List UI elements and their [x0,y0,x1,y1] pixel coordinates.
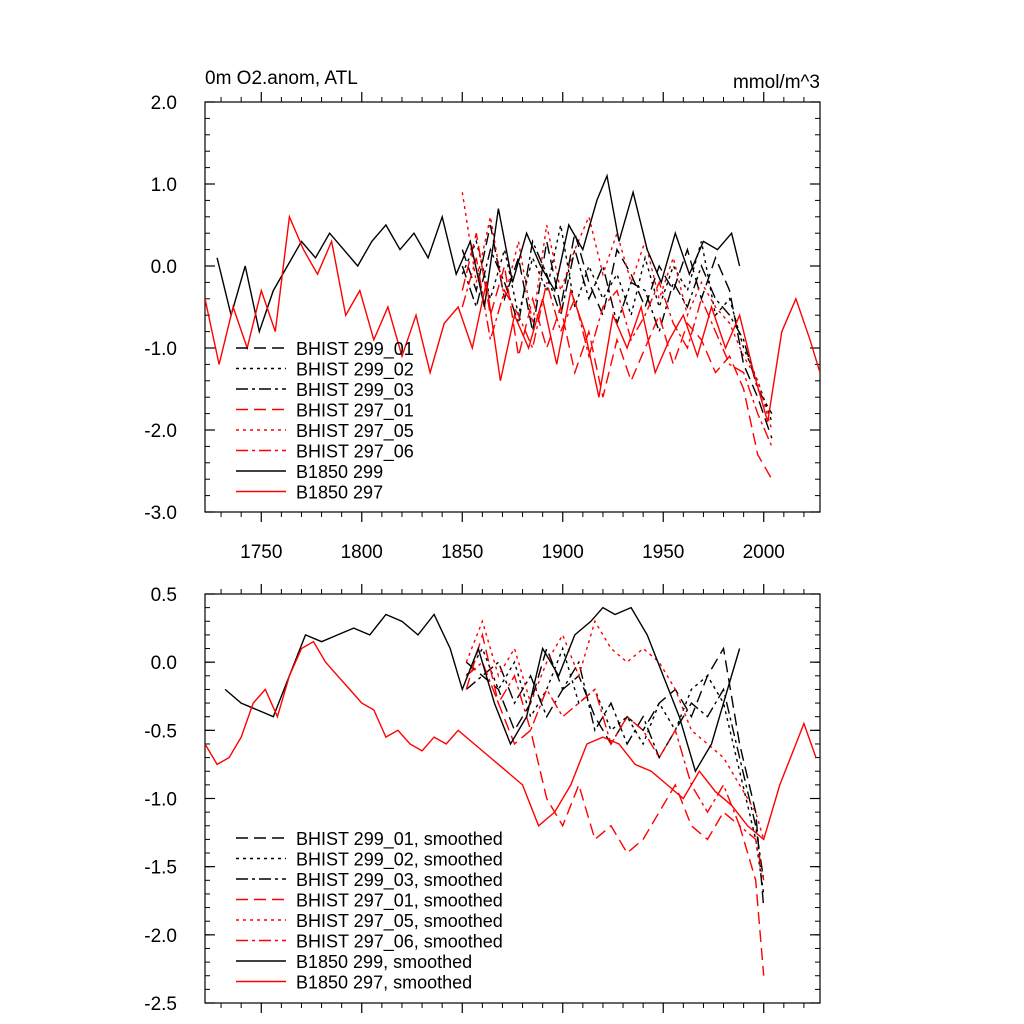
top-xtick-label: 1800 [341,542,383,563]
top-series-b1850-299 [216,173,741,335]
top-xtick-label: 1900 [542,542,584,563]
top-ytick-label: -2.0 [144,421,177,442]
top-legend-label-bhist-299-01: BHIST 299_01 [296,339,414,360]
bottom-series-bhist-297-06-smoothed [465,661,765,881]
bottom-ytick-label: 0.5 [151,585,177,606]
top-series-b1850-297 [205,214,820,422]
top-legend-label-bhist-297-01: BHIST 297_01 [296,401,414,422]
top-xtick-label: 2000 [743,542,785,563]
bottom-series-bhist-299-01-smoothed [465,646,765,908]
top-plot-frame [204,101,821,513]
top-panel: 0m O2.anom, ATL mmol/m^3 2.0 1.0 0.0 -1.0 -2… [144,68,821,563]
bottom-ytick-label: -0.5 [144,721,177,742]
bottom-ytick-label: 0.0 [151,653,177,674]
bottom-series-b1850-297-smoothed [205,640,817,841]
bottom-series-bhist-299-03-smoothed [465,660,765,881]
bottom-series-b1850-299-smoothed [224,606,741,773]
bottom-series-bhist-297-05-smoothed [465,619,765,840]
bottom-panel: 0.5 0.0 -0.5 -1.0 -1.5 -2.0 -2.5 BHIST 299_01, … [144,584,821,1015]
top-legend-label-bhist-299-03: BHIST 299_03 [296,380,414,401]
top-xtick-label: 1950 [642,542,684,563]
bottom-ytick-label: -1.0 [144,790,177,811]
top-series-bhist-299-02 [461,224,773,423]
top-series-bhist-297-05 [461,192,773,431]
top-panel-title: 0m O2.anom, ATL [205,68,358,89]
bottom-legend-label-bhist-299-02-smoothed: BHIST 299_02, smoothed [296,850,503,871]
top-xtick-label: 1750 [240,542,282,563]
bottom-ytick-label: -1.5 [144,858,177,879]
bottom-legend-label-bhist-297-06-smoothed: BHIST 297_06, smoothed [296,932,503,953]
bottom-ytick-label: -2.5 [144,994,177,1015]
top-legend-label-bhist-297-06: BHIST 297_06 [296,442,414,463]
top-legend-label-bhist-297-05: BHIST 297_05 [296,421,414,442]
top-legend-label-b1850-297: B1850 297 [296,483,383,503]
top-ytick-label: -1.0 [144,339,177,360]
top-xtick-label: 1850 [441,542,483,563]
bottom-legend-label-b1850-297-smoothed: B1850 297, smoothed [296,973,472,993]
top-series-bhist-299-01 [461,224,773,439]
bottom-legend-label-b1850-299-smoothed: B1850 299, smoothed [296,952,472,972]
bottom-legend-label-bhist-299-03-smoothed: BHIST 299_03, smoothed [296,870,503,891]
bottom-ytick-label: -2.0 [144,926,177,947]
top-series-bhist-299-03 [461,238,773,414]
top-legend-label-b1850-299: B1850 299 [296,462,383,482]
top-ytick-label: 2.0 [151,93,177,114]
bottom-legend-label-bhist-297-01-smoothed: BHIST 297_01, smoothed [296,891,503,912]
top-ytick-label: -3.0 [144,503,177,524]
top-ytick-label: 1.0 [151,175,177,196]
top-panel-units: mmol/m^3 [733,72,820,93]
top-ytick-label: 0.0 [151,257,177,278]
bottom-series-bhist-297-01-smoothed [465,632,765,976]
top-series-bhist-297-01 [461,233,773,480]
bottom-legend-label-bhist-297-05-smoothed: BHIST 297_05, smoothed [296,911,503,932]
bottom-series-bhist-299-02-smoothed [465,646,765,895]
top-legend-label-bhist-299-02: BHIST 299_02 [296,360,414,381]
top-series-bhist-297-06 [461,257,773,447]
bottom-legend-label-bhist-299-01-smoothed: BHIST 299_01, smoothed [296,829,503,850]
